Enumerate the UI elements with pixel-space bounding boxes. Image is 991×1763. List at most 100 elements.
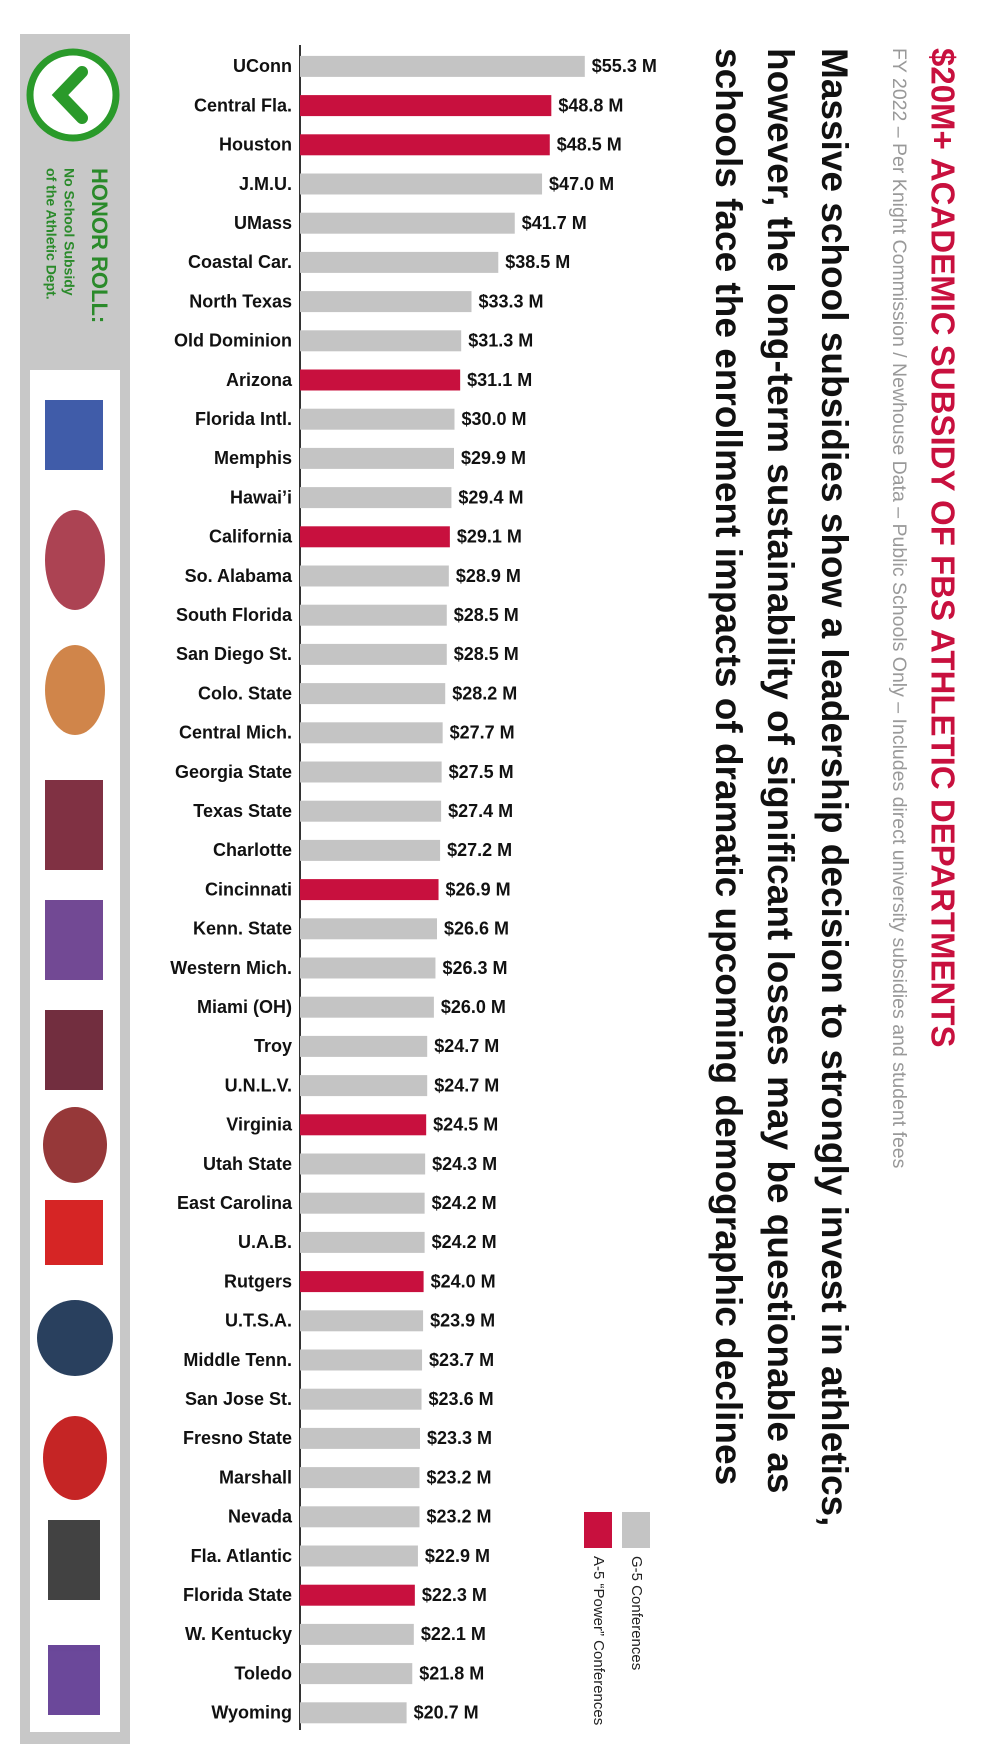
category-label: Houston [219, 135, 292, 155]
category-label: Fla. Atlantic [191, 1546, 292, 1566]
bar [300, 1271, 424, 1293]
category-label: Kenn. State [193, 919, 292, 939]
category-label: Utah State [203, 1154, 292, 1174]
bar [300, 1663, 413, 1685]
category-label: Georgia State [175, 762, 292, 782]
logos [37, 400, 113, 1715]
bar [300, 918, 437, 940]
category-label: Toledo [234, 1663, 292, 1683]
bar [300, 1231, 425, 1253]
value-label: $38.5 M [505, 252, 570, 272]
honor-roll-note: of the Athletic Dept. [43, 168, 59, 300]
bar [300, 1035, 428, 1057]
value-label: $55.3 M [592, 56, 657, 76]
bar [300, 1153, 426, 1175]
bar [300, 134, 550, 156]
category-label: Central Fla. [194, 95, 292, 115]
bar [300, 957, 436, 979]
category-label: Miami (OH) [197, 997, 292, 1017]
bar [300, 291, 472, 313]
check-icon [26, 48, 120, 142]
value-label: $23.2 M [426, 1467, 491, 1487]
bar [300, 761, 442, 783]
bar [300, 212, 515, 234]
bar [300, 1623, 414, 1645]
category-label: U.N.L.V. [225, 1075, 292, 1095]
category-label: U.T.S.A. [225, 1311, 292, 1331]
body-text: schools face the enrollment impacts of d… [708, 48, 749, 1485]
logo [43, 1416, 107, 1500]
category-label: U.A.B. [238, 1232, 292, 1252]
bar [300, 369, 461, 391]
value-label: $27.5 M [449, 762, 514, 782]
bar [300, 526, 450, 548]
bar [300, 1506, 420, 1528]
bar [300, 408, 455, 430]
bar [300, 800, 442, 822]
category-label: Florida Intl. [195, 409, 292, 429]
bar [300, 55, 585, 77]
bar [300, 1349, 423, 1371]
category-label: Florida State [183, 1585, 292, 1605]
logo [45, 400, 103, 470]
category-label: Wyoming [211, 1703, 292, 1723]
category-label: San Jose St. [185, 1389, 292, 1409]
bar [300, 879, 439, 901]
category-label: Middle Tenn. [183, 1350, 292, 1370]
value-label: $29.1 M [457, 527, 522, 547]
bar [300, 643, 447, 665]
category-label: Cincinnati [205, 879, 292, 899]
bar [300, 487, 452, 509]
category-label: East Carolina [177, 1193, 293, 1213]
category-label: San Diego St. [176, 644, 292, 664]
value-label: $29.9 M [461, 448, 526, 468]
bar [300, 1192, 425, 1214]
logo [45, 510, 105, 610]
value-label: $31.1 M [467, 370, 532, 390]
value-label: $28.9 M [456, 566, 521, 586]
value-label: $28.5 M [454, 605, 519, 625]
bar [300, 1702, 407, 1724]
value-label: $24.2 M [432, 1232, 497, 1252]
category-label: North Texas [189, 291, 292, 311]
category-label: Virginia [226, 1115, 293, 1135]
category-label: Charlotte [213, 840, 292, 860]
bar [300, 839, 441, 861]
category-label: So. Alabama [185, 566, 293, 586]
value-label: $23.6 M [429, 1389, 494, 1409]
category-label: Memphis [214, 448, 292, 468]
body-text: Massive school subsidies show a leadersh… [814, 48, 855, 1526]
value-label: $26.3 M [442, 958, 507, 978]
honor-roll-title: HONOR ROLL: [87, 168, 112, 323]
bar [300, 1467, 420, 1489]
value-label: $41.7 M [522, 213, 587, 233]
legend-label: G-5 Conferences [628, 1556, 645, 1670]
category-label: Rutgers [224, 1271, 292, 1291]
bar [300, 251, 499, 273]
value-label: $24.3 M [432, 1154, 497, 1174]
bar [300, 1114, 427, 1136]
value-label: $21.8 M [419, 1663, 484, 1683]
category-label: Central Mich. [179, 723, 292, 743]
category-label: UConn [233, 56, 292, 76]
value-label: $30.0 M [462, 409, 527, 429]
logo [45, 900, 103, 980]
bar [300, 1427, 420, 1449]
value-label: $26.9 M [446, 879, 511, 899]
value-label: $24.7 M [434, 1036, 499, 1056]
bar [300, 1388, 422, 1410]
category-label: Western Mich. [170, 958, 292, 978]
honor-roll-note: No School Subsidy [61, 168, 77, 296]
logo [45, 780, 103, 870]
value-label: $48.5 M [557, 135, 622, 155]
bar [300, 1310, 424, 1332]
category-label: Old Dominion [174, 331, 292, 351]
logo [43, 1107, 107, 1183]
bar [300, 330, 462, 352]
value-label: $23.7 M [429, 1350, 494, 1370]
chart-subtitle: FY 2022 – Per Knight Commission / Newhou… [888, 48, 910, 1169]
bar [300, 447, 454, 469]
logo [37, 1300, 113, 1376]
legend-swatch [584, 1512, 612, 1548]
